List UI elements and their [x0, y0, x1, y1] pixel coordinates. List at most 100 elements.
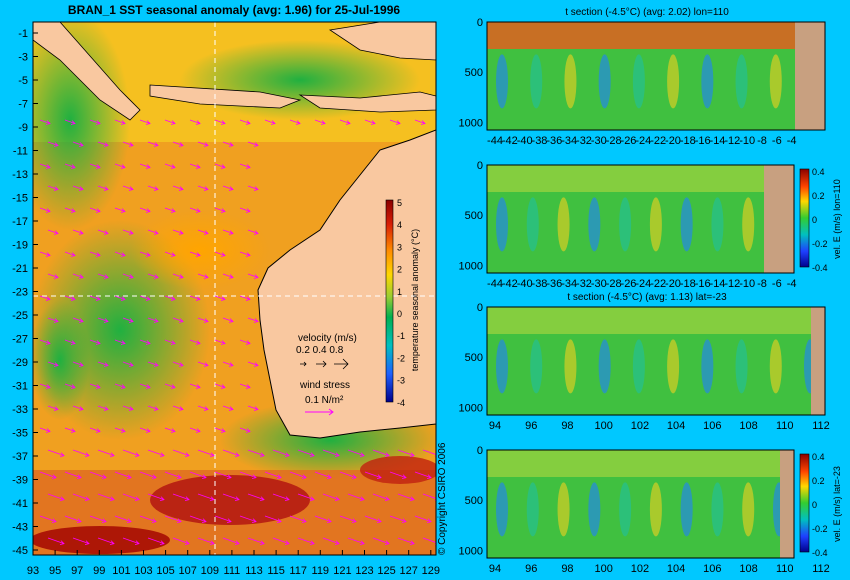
panel-x-tick: 106	[703, 420, 721, 432]
section-feature	[557, 482, 570, 537]
section-feature	[564, 339, 577, 394]
wind-arrow	[64, 119, 76, 125]
wind-arrow	[322, 493, 340, 501]
longitude-tick-labels: 93 95 97 99 101 103 105 107 109 111 113 115 117 119 12…	[27, 550, 440, 577]
panel-x-tick: 96	[525, 563, 537, 575]
wind-arrow	[164, 471, 182, 479]
wind-arrow	[47, 185, 59, 191]
panel-x-tick: -38	[532, 278, 548, 290]
wind-arrow	[214, 251, 226, 257]
panel-x-tick: -4	[787, 278, 797, 290]
section-feature	[530, 339, 543, 394]
sst-colorbar-tick-labels: 5 4 3 2 1 0 -1 -2 -3 -4	[397, 198, 405, 408]
wind-arrow	[222, 229, 234, 235]
wind-arrow	[314, 119, 326, 125]
wind-arrow	[389, 515, 407, 523]
wind-arrow	[139, 163, 151, 169]
wind-arrow	[164, 427, 176, 433]
section-feature	[588, 482, 601, 537]
panel-x-tick: -42	[502, 278, 518, 290]
lat-tick-label: -23	[12, 287, 28, 299]
panel-x-tick: -34	[561, 278, 577, 290]
lat-tick-label: -9	[18, 122, 28, 134]
wind-arrow	[89, 383, 101, 389]
wind-arrow	[222, 185, 234, 191]
wind-arrow	[139, 471, 157, 479]
panel-x-tick: -36	[546, 135, 562, 147]
wind-arrow	[197, 185, 209, 191]
wind-arrow	[122, 141, 134, 147]
wind-arrow	[172, 361, 184, 367]
wind-arrow	[97, 537, 115, 545]
wind-arrow	[47, 229, 59, 235]
wind-arrow	[214, 427, 226, 433]
wind-arrow	[164, 163, 176, 169]
wind-arrow	[422, 449, 436, 457]
wind-arrow	[164, 251, 176, 257]
wind-arrow	[114, 339, 126, 345]
wind-arrow	[64, 471, 82, 479]
wind-arrow	[222, 449, 240, 457]
lon-tick-label: 115	[267, 565, 285, 577]
section-feature	[649, 197, 662, 252]
section-feature	[742, 482, 755, 537]
wind-arrow	[364, 119, 376, 125]
lat-tick-label: -13	[12, 169, 28, 181]
wind-arrow	[172, 405, 184, 411]
wind-arrow	[222, 141, 234, 147]
wind-arrow	[164, 339, 176, 345]
wind-arrow	[189, 427, 201, 433]
lat-tick-label: -43	[12, 522, 28, 534]
wind-arrow	[89, 251, 101, 257]
wind-arrow	[289, 515, 307, 523]
section-feature	[632, 54, 645, 109]
section-feature	[649, 482, 662, 537]
wind-arrow	[314, 471, 332, 479]
wind-arrow	[89, 163, 101, 169]
lat-tick-label: -45	[12, 545, 28, 557]
section-feature	[619, 197, 632, 252]
wind-arrow	[64, 515, 82, 523]
wind-arrow	[72, 273, 84, 279]
section-feature	[742, 197, 755, 252]
panel-x-tick: -32	[576, 135, 592, 147]
sst-colorbar-tick: 4	[397, 220, 402, 230]
wind-arrow	[364, 515, 382, 523]
wind-arrow	[189, 251, 201, 257]
wind-arrow	[72, 185, 84, 191]
wind-arrow	[272, 537, 290, 545]
lon-tick-label: 125	[377, 565, 395, 577]
lon-tick-label: 99	[93, 565, 105, 577]
panel-frame	[486, 164, 795, 274]
section-feature	[496, 339, 508, 394]
section-feature	[701, 54, 714, 109]
panel-x-tick: 100	[594, 563, 612, 575]
wind-arrow	[114, 251, 126, 257]
wind-arrow	[147, 185, 159, 191]
wind-arrow	[172, 141, 184, 147]
wind-arrow	[139, 427, 151, 433]
wind-arrow	[264, 515, 282, 523]
wind-arrow	[39, 295, 51, 301]
panel-x-tick: 96	[525, 420, 537, 432]
lon-tick-label: 105	[156, 565, 174, 577]
lon-tick-label: 127	[400, 565, 418, 577]
wind-arrow	[139, 295, 151, 301]
wind-legend-arrow	[305, 408, 334, 416]
wind-arrow	[72, 317, 84, 323]
wind-arrow	[172, 317, 184, 323]
panel-x-tick: -42	[502, 135, 518, 147]
panel-x-tick: -44	[487, 135, 503, 147]
lon-tick-label: 97	[71, 565, 83, 577]
panel-x-tick: -40	[517, 135, 533, 147]
wind-arrow	[272, 493, 290, 501]
lon-tick-label: 95	[49, 565, 61, 577]
wind-arrow	[347, 537, 365, 545]
panel-x-tick: 104	[667, 420, 685, 432]
velocity-colorbar-label: vel. E (m/s) lat=-23	[832, 466, 842, 542]
wind-arrow	[172, 449, 190, 457]
panel-x-tick: -18	[680, 135, 696, 147]
wind-arrow	[122, 537, 140, 545]
sst-colorbar-tick: 0	[397, 309, 402, 319]
wind-arrow	[139, 251, 151, 257]
